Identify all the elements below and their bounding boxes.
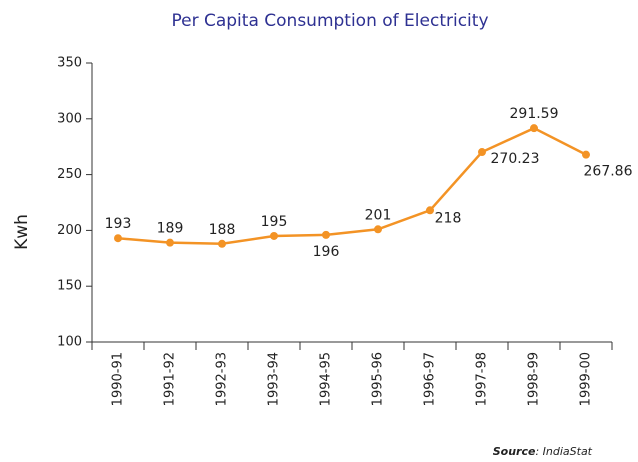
y-tick-label: 150 [57, 279, 82, 294]
x-tick-label: 1997-98 [475, 352, 490, 406]
x-tick-label: 1996-97 [423, 352, 438, 406]
data-label: 218 [435, 210, 462, 226]
data-point [374, 225, 382, 234]
y-tick-label: 350 [57, 56, 82, 71]
data-label: 291.59 [510, 106, 559, 122]
y-tick-label: 200 [57, 223, 82, 238]
y-tick-label: 100 [57, 335, 82, 350]
data-point [218, 239, 226, 248]
data-point [530, 124, 538, 133]
data-point [166, 238, 174, 247]
source-label: Source [493, 445, 536, 458]
data-point [114, 234, 122, 243]
x-tick-label: 1992-93 [215, 352, 230, 406]
data-point [478, 148, 486, 157]
source-text: : IndiaStat [535, 445, 592, 458]
x-tick-label: 1993-94 [267, 352, 282, 406]
data-label: 267.86 [584, 164, 633, 180]
data-line [117, 126, 587, 246]
data-label: 188 [209, 222, 236, 238]
x-tick-label: 1998-99 [527, 352, 542, 406]
data-label: 193 [105, 216, 132, 232]
x-tick-label: 1990-91 [111, 352, 126, 406]
data-label: 201 [365, 207, 392, 223]
x-tick-label: 1995-96 [371, 352, 386, 406]
data-label: 196 [313, 244, 340, 260]
x-tick-label: 1991-92 [163, 352, 178, 406]
source-note: Source: IndiaStat [493, 445, 593, 458]
chart-title: Per Capita Consumption of Electricity [171, 11, 488, 31]
x-tick-label: 1999-00 [579, 352, 594, 406]
y-tick-label: 300 [57, 111, 82, 126]
data-point [270, 231, 278, 240]
data-point [426, 206, 434, 215]
x-tick-label: 1994-95 [319, 352, 334, 406]
data-point [322, 230, 330, 239]
data-label: 189 [157, 221, 184, 237]
y-axis-label: Kwh [12, 214, 32, 250]
y-tick-label: 250 [57, 167, 82, 182]
data-point [582, 150, 590, 159]
data-label: 195 [261, 214, 288, 230]
data-label: 270.23 [491, 151, 540, 167]
